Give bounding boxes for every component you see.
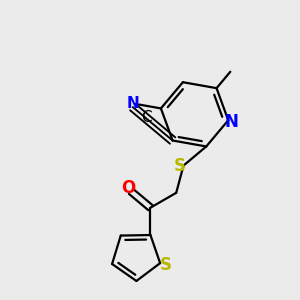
Text: N: N bbox=[127, 96, 140, 111]
Text: S: S bbox=[174, 157, 186, 175]
Text: N: N bbox=[225, 113, 239, 131]
Text: O: O bbox=[121, 179, 135, 197]
Text: C: C bbox=[141, 110, 152, 124]
Text: S: S bbox=[160, 256, 172, 274]
